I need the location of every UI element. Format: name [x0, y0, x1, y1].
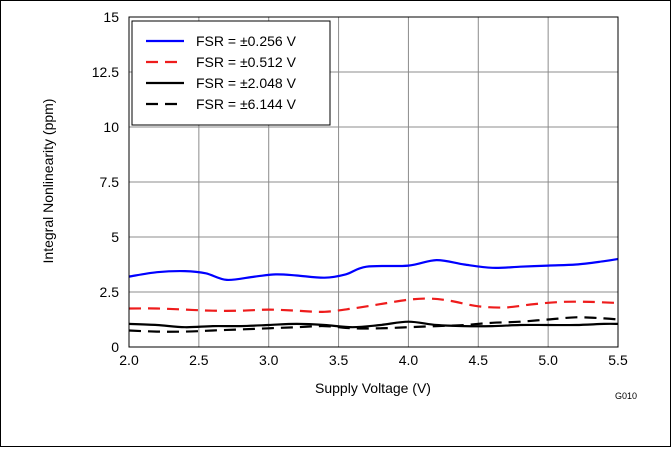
- y-tick-label: 5: [111, 229, 119, 245]
- x-tick-label: 4.5: [469, 352, 489, 368]
- y-tick-label: 12.5: [92, 64, 119, 80]
- x-tick-label: 2.0: [119, 352, 139, 368]
- x-tick-label: 5.0: [538, 352, 558, 368]
- legend-label-4: FSR = ±6.144 V: [196, 96, 297, 112]
- series-line-1: [128, 257, 619, 282]
- y-axis-label: Integral Nonlinearity (ppm): [40, 99, 56, 264]
- legend-label-1: FSR = ±0.256 V: [196, 33, 297, 49]
- y-tick-label: 10: [103, 119, 119, 135]
- series-line-3: [128, 320, 619, 329]
- y-tick-label: 2.5: [100, 284, 120, 300]
- legend-box: [131, 20, 331, 126]
- series-line-2: [128, 297, 619, 313]
- y-tick-label: 7.5: [100, 174, 120, 190]
- series-lines: [128, 257, 619, 333]
- x-tick-label: 4.0: [399, 352, 419, 368]
- legend: FSR = ±0.256 V FSR = ±0.512 V FSR = ±2.048…: [131, 20, 331, 126]
- x-tick-label: 5.5: [608, 352, 628, 368]
- y-tick-label: 15: [103, 9, 119, 25]
- x-axis-label: Supply Voltage (V): [315, 380, 431, 396]
- x-tick-label: 2.5: [189, 352, 209, 368]
- x-tick-label: 3.5: [329, 352, 349, 368]
- y-tick-label: 0: [111, 339, 119, 355]
- legend-label-3: FSR = ±2.048 V: [196, 75, 297, 91]
- x-tick-label: 3.0: [259, 352, 279, 368]
- series-line-4: [128, 316, 619, 333]
- axes: 2.0 2.5 3.0 3.5 4.0 4.5 5.0 5.5 0 2.5 5 7.5 10 12.5 15: [92, 9, 628, 368]
- figure-id: G010: [615, 391, 637, 401]
- legend-label-2: FSR = ±0.512 V: [196, 54, 297, 70]
- grid: [128, 16, 619, 348]
- plot-area-border: [128, 16, 619, 348]
